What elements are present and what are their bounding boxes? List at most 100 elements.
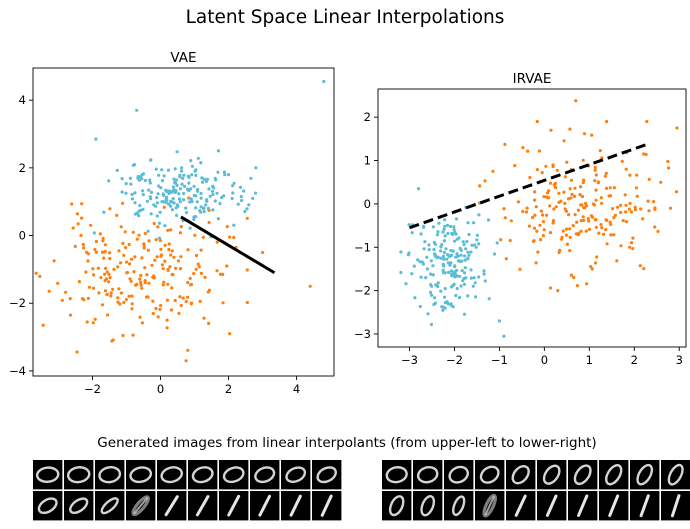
- scatter-point: [532, 226, 537, 230]
- scatter-point: [448, 255, 452, 259]
- scatter-point: [429, 259, 433, 263]
- x-tick-label: −3: [401, 353, 418, 367]
- scatter-point: [425, 255, 429, 259]
- scatter-point: [119, 261, 123, 265]
- scatter-point: [139, 280, 143, 284]
- scatter-point: [225, 264, 229, 268]
- scatter-point: [448, 263, 452, 267]
- scatter-point: [155, 201, 159, 205]
- scatter-point: [456, 254, 460, 258]
- scatter-point: [222, 194, 226, 198]
- scatter-point: [106, 313, 110, 317]
- y-tick-label: 0: [19, 229, 26, 243]
- scatter-point: [555, 168, 559, 172]
- scatter-point: [497, 319, 501, 323]
- scatter-point: [216, 149, 220, 153]
- scatter-point: [534, 205, 538, 209]
- scatter-point: [565, 160, 569, 164]
- scatter-point: [188, 276, 192, 280]
- scatter-point: [441, 308, 445, 312]
- scatter-point: [143, 266, 147, 270]
- generated-image-tile: [630, 491, 660, 521]
- scatter-point: [516, 200, 521, 204]
- scatter-point: [659, 180, 663, 184]
- scatter-point: [199, 196, 203, 200]
- scatter-point: [163, 259, 167, 263]
- scatter-point: [593, 179, 597, 183]
- scatter-point: [130, 197, 135, 201]
- generated-image-tile: [188, 491, 218, 521]
- scatter-point: [432, 302, 436, 307]
- scatter-point: [467, 253, 471, 257]
- scatter-point: [130, 302, 134, 306]
- scatter-point: [86, 259, 90, 263]
- scatter-point: [597, 231, 601, 235]
- scatter-point: [571, 224, 575, 228]
- x-tick-label: −1: [491, 353, 508, 367]
- scatter-point: [458, 274, 462, 278]
- scatter-point: [80, 202, 84, 206]
- scatter-point: [533, 190, 537, 194]
- scatter-point: [603, 174, 607, 178]
- scatter-point: [198, 209, 202, 213]
- scatter-point: [178, 295, 182, 299]
- scatter-point: [473, 281, 477, 285]
- generated-image-tile: [95, 491, 125, 521]
- generated-image-tile: [475, 460, 505, 490]
- generated-image-tile: [157, 491, 187, 521]
- generated-image-tile: [506, 491, 536, 521]
- scatter-point: [568, 235, 572, 239]
- scatter-point: [541, 234, 546, 238]
- scatter-point: [547, 189, 551, 193]
- scatter-point: [199, 248, 203, 252]
- scatter-point: [240, 198, 244, 203]
- scatter-point: [565, 242, 570, 246]
- scatter-point: [70, 202, 74, 206]
- scatter-point: [213, 176, 217, 180]
- generated-image-tile: [444, 491, 474, 521]
- scatter-point: [162, 280, 166, 284]
- scatter-point: [554, 205, 558, 209]
- scatter-point: [108, 251, 112, 255]
- scatter-point: [247, 203, 251, 207]
- generated-image-tile: [413, 460, 443, 490]
- scatter-point: [181, 296, 185, 300]
- scatter-point: [117, 249, 121, 253]
- scatter-point: [454, 293, 458, 298]
- scatter-point: [568, 127, 572, 131]
- scatter-point: [563, 201, 567, 205]
- scatter-point: [215, 240, 219, 244]
- scatter-point: [443, 234, 447, 238]
- scatter-point: [464, 247, 468, 251]
- scatter-point: [446, 261, 450, 265]
- scatter-point: [239, 195, 243, 199]
- scatter-point: [76, 222, 80, 226]
- scatter-point: [196, 156, 200, 160]
- scatter-point: [208, 194, 212, 198]
- scatter-point: [86, 296, 90, 300]
- scatter-point: [105, 270, 109, 274]
- scatter-point: [549, 128, 553, 132]
- scatter-point: [536, 250, 540, 254]
- scatter-point: [202, 177, 206, 181]
- scatter-point: [200, 176, 204, 180]
- scatter-point: [79, 233, 83, 238]
- scatter-point: [404, 282, 408, 286]
- scatter-point: [569, 178, 574, 182]
- scatter-point: [94, 250, 98, 254]
- scatter-point: [160, 179, 165, 183]
- scatter-point: [410, 231, 414, 235]
- scatter-point: [568, 249, 572, 253]
- scatter-point: [124, 191, 128, 195]
- scatter-point: [140, 177, 144, 181]
- generated-image-tile: [64, 460, 94, 490]
- scatter-point: [524, 210, 529, 214]
- scatter-point: [587, 219, 591, 223]
- scatter-point: [582, 132, 587, 136]
- scatter-point: [459, 248, 463, 252]
- scatter-point: [93, 248, 97, 252]
- scatter-point: [251, 196, 255, 200]
- scatter-point: [590, 133, 594, 137]
- scatter-point: [638, 264, 642, 268]
- scatter-point: [593, 165, 597, 170]
